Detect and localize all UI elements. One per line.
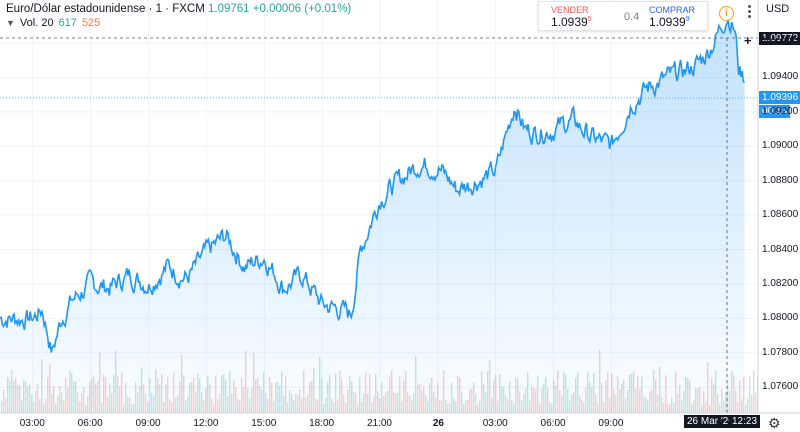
- volume-bar: [745, 404, 747, 413]
- price-tick-label: 1.08400: [762, 243, 799, 255]
- buy-button[interactable]: COMPRAR 1.09399: [649, 5, 695, 29]
- sell-label: VENDER: [551, 5, 589, 15]
- price-tick-label: 1.07800: [762, 346, 799, 358]
- price-tick-label: 1.07600: [762, 381, 799, 393]
- time-tick-label: 15:00: [251, 418, 277, 429]
- volume-bar: [751, 394, 753, 413]
- buy-label: COMPRAR: [649, 5, 696, 15]
- price-tick-label: 1.08800: [762, 174, 799, 186]
- symbol-legend: Euro/Dólar estadounidense · 1 · FXCM 1.0…: [6, 3, 351, 15]
- price-tick-label: 1.08000: [762, 312, 799, 324]
- time-tick-label: 18:00: [309, 418, 335, 429]
- price-tick-label: 1.08600: [762, 209, 799, 221]
- buy-price-pip: 9: [685, 16, 690, 23]
- time-tick-label: 03:00: [482, 418, 508, 429]
- last-price-tag: 1.09396: [759, 91, 800, 104]
- volume-value-2: 525: [81, 17, 101, 29]
- bar-countdown-tag: 00:13: [759, 105, 791, 118]
- time-tick-label: 06:00: [77, 418, 103, 429]
- time-tick-label: 09:00: [135, 418, 161, 429]
- price-tick-label: 1.09000: [762, 140, 799, 152]
- price-tick-label: 1.08200: [762, 277, 799, 289]
- sell-price-pip: 5: [587, 16, 592, 23]
- time-tick-label: 12:00: [193, 418, 219, 429]
- volume-bar: [749, 375, 751, 413]
- time-tick-label: 09:00: [598, 418, 624, 429]
- volume-value-1: 617: [58, 17, 77, 29]
- price-tick-label: 1.09600: [762, 37, 799, 49]
- crosshair-date-tag: 26 Mar '20: [684, 415, 737, 428]
- symbol-title[interactable]: Euro/Dólar estadounidense · 1 · FXCM: [6, 3, 205, 15]
- price-tick-label: 1.09400: [762, 71, 799, 83]
- chevron-down-icon[interactable]: ▼: [6, 18, 15, 28]
- time-tick-label: 03:00: [19, 418, 45, 429]
- time-tick-label: 26: [432, 418, 444, 429]
- volume-bar: [753, 370, 755, 413]
- plus-icon[interactable]: +: [744, 33, 752, 48]
- currency-label[interactable]: USD: [766, 3, 790, 15]
- spread-value: 0.4: [624, 11, 640, 23]
- buy-price: 1.0939: [649, 15, 686, 29]
- volume-legend: ▼ Vol. 20 617 525: [6, 17, 100, 29]
- more-options-icon[interactable]: [746, 3, 752, 21]
- info-icon[interactable]: i: [719, 6, 734, 21]
- time-tick-label: 06:00: [540, 418, 566, 429]
- sell-price: 1.0939: [551, 15, 588, 29]
- sell-button[interactable]: VENDER 1.09395: [551, 5, 592, 29]
- crosshair-price-tag: 1.09772: [759, 32, 800, 45]
- price-change: +0.00006 (+0.01%): [252, 3, 352, 15]
- trade-panel: VENDER 1.09395 0.4 COMPRAR 1.09399: [538, 1, 708, 31]
- last-price: 1.09761: [208, 3, 250, 15]
- crosshair-time-tag: 12:23: [729, 415, 761, 428]
- volume-bar: [747, 397, 749, 413]
- price-line: [0, 19, 745, 353]
- time-tick-label: 21:00: [366, 418, 392, 429]
- gear-icon[interactable]: ⚙: [768, 415, 781, 431]
- volume-bar: [755, 392, 757, 413]
- price-tick-label: 1.09200: [762, 105, 799, 117]
- volume-label[interactable]: Vol. 20: [19, 17, 54, 29]
